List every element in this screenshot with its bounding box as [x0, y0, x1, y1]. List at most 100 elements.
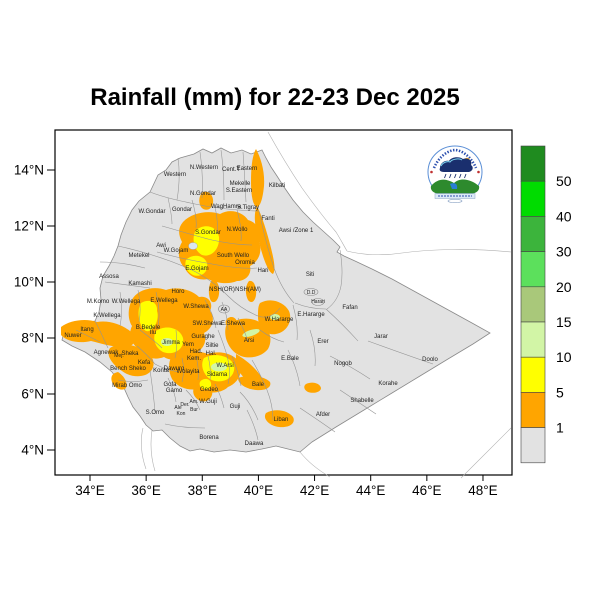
region-label: S.Gondar: [195, 230, 221, 236]
region-label: Western: [164, 172, 186, 178]
region-label: E.Bale: [281, 356, 299, 362]
region-label: Doolo: [422, 357, 438, 363]
region-label: Dawuro: [164, 366, 185, 372]
legend-threshold-label: 20: [556, 279, 572, 295]
region-label: W.Wellega: [112, 299, 141, 305]
legend-cell: [520, 392, 546, 428]
region-label: E.Shewa: [221, 321, 246, 327]
x-tick-label: 44°E: [356, 483, 385, 498]
region-label: Afder: [316, 412, 330, 418]
region-label: Itang: [80, 327, 93, 333]
region-label: Oromia: [235, 260, 255, 266]
region-label: Shabelle: [350, 398, 374, 404]
region-label: S.Omo: [146, 410, 165, 416]
region-label: Der.: [180, 402, 189, 408]
region-label: W.Gondar: [138, 209, 165, 215]
region-label: Sheka: [121, 351, 139, 357]
region-label: Guji: [230, 404, 241, 410]
legend-threshold-label: 15: [556, 314, 572, 330]
y-axis: 14°N 12°N 10°N 8°N 6°N 4°N: [14, 163, 55, 458]
map-frame: [54, 129, 513, 476]
region-label: Daawa: [245, 441, 264, 447]
region-label: D.D: [307, 290, 316, 296]
legend-threshold-label: 30: [556, 244, 572, 260]
region-label: E.Gojam: [185, 266, 208, 272]
region-label: Bench Sheko: [110, 366, 146, 372]
region-label: Gondar: [172, 207, 192, 213]
region-label: W.Guji: [199, 399, 217, 405]
region-label: Am.: [190, 399, 199, 405]
legend-threshold-label: 5: [556, 384, 564, 400]
region-label: E.Hararge: [297, 312, 325, 318]
region-label: NSH(AM): [235, 287, 261, 293]
legend-cell: [520, 251, 546, 288]
region-label: NSH(OR): [209, 287, 235, 293]
region-label: Agnewak: [94, 350, 120, 356]
region-label: W.Shewa: [183, 304, 209, 310]
region-label: SW.Shewa: [192, 321, 222, 327]
region-label: Kon: [177, 411, 186, 417]
region-label: Wolayita: [177, 369, 201, 375]
legend-cell: [520, 216, 546, 252]
legend-colorbar: 50 40 30 20 15 10 5 1: [520, 145, 572, 464]
zone-borders: [75, 149, 434, 441]
region-label: Jimma: [162, 340, 180, 346]
region-label: Siltie: [205, 343, 219, 349]
region-label: N.Western: [190, 165, 218, 171]
legend-cell: [520, 427, 546, 464]
x-tick-label: 46°E: [412, 483, 441, 498]
region-label: Konta: [153, 368, 169, 374]
addis-ababa-ring: [218, 304, 230, 314]
region-label: Sidama: [207, 372, 228, 378]
x-tick-label: 34°E: [75, 483, 104, 498]
region-label: Guraghe: [191, 334, 215, 340]
legend-threshold-label: 40: [556, 208, 572, 224]
region-label: Nogob: [334, 361, 352, 367]
x-tick-label: 42°E: [300, 483, 329, 498]
region-label: Assosa: [99, 274, 119, 280]
region-label: Bale: [252, 382, 265, 388]
region-label: Siti: [306, 272, 314, 278]
region-label: N.Gondar: [190, 191, 216, 197]
region-label: Mekelle: [230, 181, 251, 187]
region-label: S.Tigray: [237, 205, 259, 211]
y-tick-label: 4°N: [21, 443, 44, 458]
region-label: Awsi /Zone 1: [279, 228, 314, 234]
region-label: W.Gojam: [164, 248, 189, 254]
region-label: Jarar: [374, 334, 388, 340]
dire-dawa-ring: [303, 288, 319, 296]
region-label: Borena: [199, 435, 219, 441]
y-tick-label: 8°N: [21, 331, 44, 346]
region-label: K.Wellega: [93, 313, 121, 319]
region-label: WagHamra: [211, 204, 242, 210]
region-label: Fafan: [342, 305, 357, 311]
region-label: Yem: [182, 342, 194, 348]
region-label: Korahe: [378, 381, 398, 387]
region-label: Had.: [190, 349, 203, 355]
x-tick-label: 40°E: [244, 483, 273, 498]
legend-cell: [520, 145, 546, 182]
region-label: Fanti: [261, 216, 274, 222]
neighbour-coastlines: [141, 131, 512, 479]
region-label: Gofa: [163, 382, 177, 388]
region-label: South Wello: [217, 253, 250, 259]
region-label: B.Bedele: [136, 325, 161, 331]
region-label: Gedeo: [200, 387, 219, 393]
region-label: AA: [221, 307, 228, 313]
region-label: Eastern: [237, 166, 258, 172]
legend-threshold-label: 10: [556, 349, 572, 365]
legend-cell: [520, 356, 546, 393]
region-label: Bur: [190, 407, 198, 413]
region-label: S.Eastern: [226, 188, 252, 194]
region-label: W.Hararge: [265, 317, 294, 323]
rain-layer-palegreen: [161, 314, 280, 372]
legend-threshold-label: 1: [556, 420, 564, 436]
x-tick-label: 38°E: [188, 483, 217, 498]
region-label: Arsi: [244, 338, 254, 344]
region-label: Awi: [156, 243, 166, 249]
region-label: M.Komo: [87, 299, 110, 305]
lake-tana: [188, 242, 198, 250]
